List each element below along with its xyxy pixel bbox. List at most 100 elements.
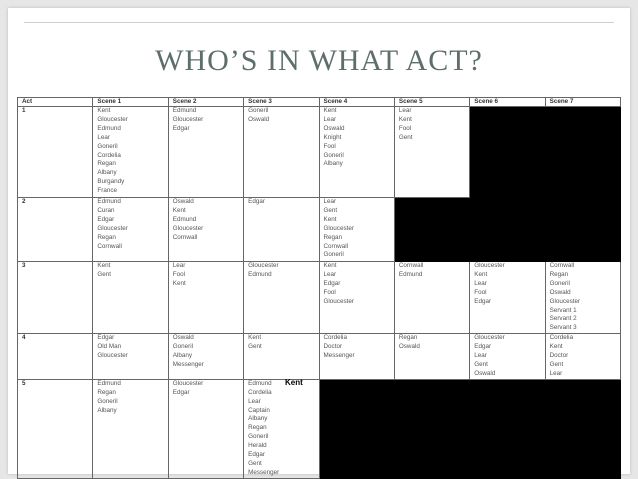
character-name: Edmund [97,198,121,206]
character-name: Lear [549,369,563,377]
character-name: Cornwall [549,262,575,269]
character-name: Edgar [323,279,341,287]
scene-cell: Cordelia Doctor Messenger [318,333,395,380]
character-name: Goneril [323,151,344,159]
table-row: 5 Edmund Regan Goneril Albany Gloucester Edgar… [16,378,622,479]
column-header: Scene 6 [469,97,546,107]
character-name: Old Man [97,343,122,351]
character-name: Gent [248,459,262,467]
character-name: Goneril [97,397,118,405]
act-number: 5 [16,378,94,479]
character-name: Regan [398,334,418,342]
character-name: Burgandy [97,178,125,186]
character-name: Edmund [398,270,423,278]
blocked-cell [469,197,546,262]
character-name: Oswald [172,198,194,206]
character-name: Kent [474,270,488,278]
character-name: Oswald [474,369,496,377]
column-header: Scene 4 [318,97,395,107]
blocked-cell [544,197,622,262]
table-row: 3 Kent Gent Lear Fool Kent Gloucester Edmund Ken… [16,260,622,335]
column-header: Scene 3 [243,97,320,107]
character-name: Gent [398,133,413,141]
scene-cell: Edmund Gloucester Edgar [167,106,245,198]
character-name: Edmund [97,379,121,387]
character-name: Edmund [172,215,197,223]
character-name: Fool [323,288,336,296]
scene-cell: Cornwall Regan Goneril Oswald Gloucester Serv… [544,260,622,335]
character-name: Gloucester [172,115,204,123]
character-name: Lear [248,397,261,405]
scene-cell: Edmund Regan Goneril Albany [92,378,169,479]
scene-cell: Oswald Goneril Albany Messenger [167,333,245,380]
character-name: Kent [248,334,262,342]
character-name: Gent [97,270,112,278]
character-name: Albany [172,352,193,360]
character-name: Kent [323,215,337,223]
scene-cell: Cornwall Edmund [393,260,471,335]
column-header: Scene 5 [393,97,471,107]
act-number: 4 [16,333,94,380]
character-name: Edmund [97,124,121,132]
character-name: Cornwall [172,233,198,241]
character-name: Edmund [172,107,197,115]
blocked-cell [469,378,546,479]
act-number: 3 [16,260,94,335]
character-name: Lear [323,270,337,278]
character-name: Gloucester [323,224,354,232]
scene-cell: Gloucester Kent Lear Fool Edgar [469,260,546,335]
character-name: Captain [248,406,270,414]
column-header: Act [16,97,94,107]
character-name: Regan [97,160,116,168]
scene-cell: Kent Gent [243,333,320,380]
table-row: 1 Kent Gloucester Edmund Lear Goneril Cordelia… [16,106,622,198]
act-number: 1 [16,106,94,198]
character-name: Kent [172,206,186,214]
character-name: Curan [97,206,115,214]
character-name: Cordelia [549,334,574,342]
character-name: Kent [323,107,337,115]
character-name: Goneril [248,107,269,115]
scene-cell: Lear Kent Fool Gent [393,106,471,198]
character-name: Cornwall [323,242,349,250]
column-header: Scene 7 [544,97,622,107]
table-row: 4 Edgar Old Man Gloucester Oswald Goneril Alba… [16,333,622,380]
scene-cell: Kent Lear Oswald Knight Fool Goneril Albany [318,106,395,198]
character-name: Edgar [248,198,265,206]
character-name: Gent [248,343,262,351]
character-name: Lear [172,262,186,269]
character-name: Oswald [248,115,270,123]
character-name: Albany [97,406,117,414]
blocked-cell [318,378,395,479]
character-name: Edgar [248,451,265,459]
table-row: 2 Edmund Curan Edgar Gloucester Regan Cornwall… [16,197,622,262]
character-name: Edgar [97,334,115,342]
character-name: Kent [323,262,337,269]
scene-cell: Kent Gent [92,260,169,335]
character-name: Regan [97,388,116,396]
character-name: Gent [474,360,488,368]
character-name: Regan [323,233,343,241]
character-name: Cordelia [248,388,272,396]
scene-cell: Cordelia Kent Doctor Gent Lear [544,333,622,380]
character-name: Oswald [549,288,571,296]
scene-cell: Lear Fool Kent [167,260,245,335]
character-name: Cordelia [323,334,347,342]
character-name: Edgar [474,343,492,351]
character-name: Cornwall [97,242,122,250]
character-name: Edmund [248,379,272,387]
scene-cell: Goneril Oswald [243,106,320,198]
column-header: Scene 1 [92,97,169,107]
character-name: Gent [549,360,564,368]
character-name: Gloucester [474,334,505,342]
character-name: Kent [97,262,111,269]
character-name: Gloucester [172,379,204,387]
character-name: Lear [323,198,337,206]
scene-cell: Gloucester Edmund [243,260,320,335]
character-name: Lear [474,352,487,360]
annotation-kent: Kent [285,378,303,387]
character-name: Knight [323,133,342,141]
character-name: Fool [398,124,412,132]
character-name: Gloucester [97,115,128,123]
column-header: Scene 2 [167,97,245,107]
